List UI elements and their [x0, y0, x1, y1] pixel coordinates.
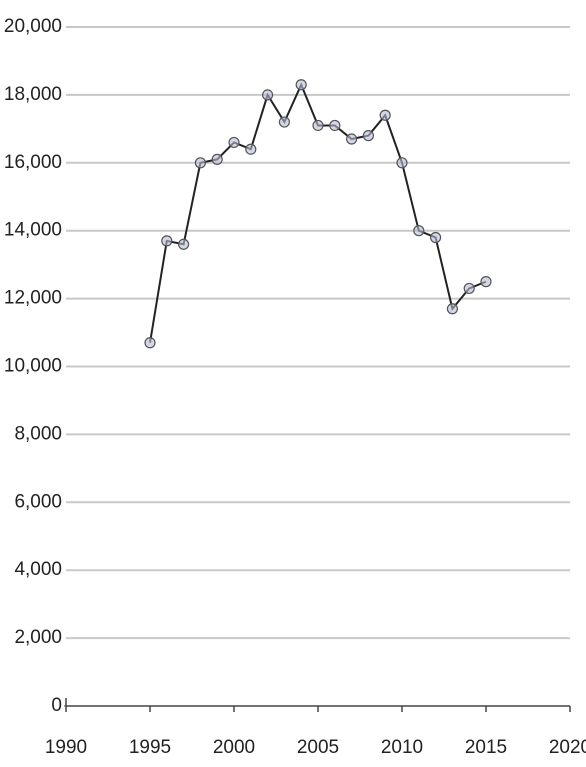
y-tick-label: 14,000: [4, 220, 62, 241]
y-tick-label: 0: [51, 695, 62, 716]
y-tick-label: 4,000: [14, 559, 62, 580]
y-tick-label: 6,000: [14, 491, 62, 512]
y-tick-label: 10,000: [4, 356, 62, 377]
data-point: [480, 276, 492, 288]
data-point: [346, 133, 358, 145]
data-point: [362, 130, 374, 142]
data-point: [413, 225, 425, 237]
data-point: [194, 157, 206, 169]
x-tick-label: 2015: [465, 737, 507, 758]
y-tick-label: 2,000: [14, 627, 62, 648]
x-tick-label: 1990: [45, 737, 87, 758]
data-point: [262, 89, 274, 101]
data-point: [144, 337, 156, 349]
data-point: [430, 231, 442, 244]
data-point: [161, 235, 173, 247]
data-point: [396, 157, 408, 169]
x-tick-label: 2020: [549, 737, 586, 758]
y-tick-label: 12,000: [4, 288, 62, 309]
y-tick-label: 20,000: [4, 16, 62, 37]
x-tick-label: 1995: [129, 737, 171, 758]
data-point: [278, 116, 290, 128]
data-point: [295, 79, 307, 91]
x-tick-label: 2005: [297, 737, 339, 758]
data-point: [329, 119, 341, 132]
y-tick-label: 8,000: [14, 423, 62, 444]
data-point: [463, 282, 475, 295]
x-tick-label: 2010: [381, 737, 423, 758]
data-point: [178, 238, 190, 250]
y-tick-label: 18,000: [4, 84, 62, 105]
data-point: [228, 136, 240, 149]
data-point: [312, 119, 324, 132]
data-point: [446, 303, 458, 315]
data-point: [245, 143, 257, 155]
data-point: [211, 153, 223, 166]
x-tick-label: 2000: [213, 737, 255, 758]
data-point: [379, 109, 391, 121]
y-tick-label: 16,000: [4, 152, 62, 173]
